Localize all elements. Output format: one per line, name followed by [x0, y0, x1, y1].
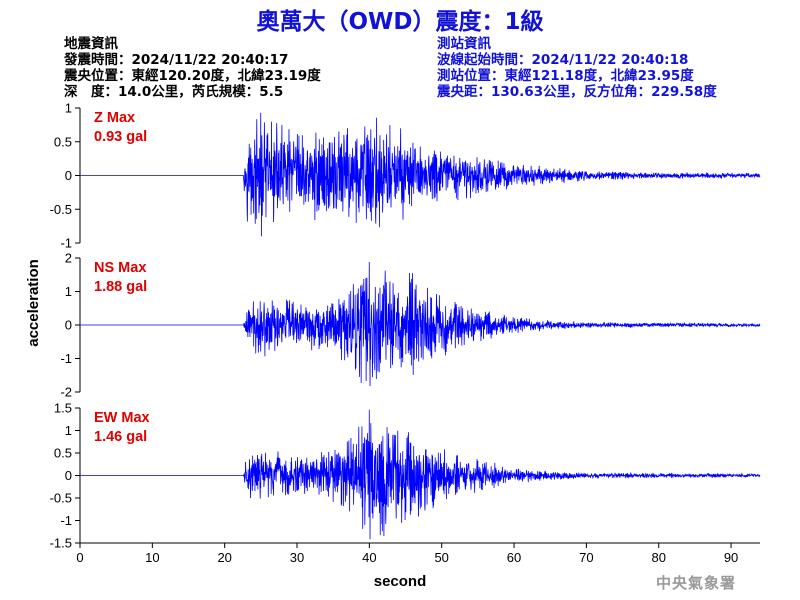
y-tick-label: 0	[65, 168, 72, 183]
trace-ns	[80, 262, 761, 387]
panel-ns: 2 1 0 -1 -2 NS Max 1.88 gal	[60, 251, 761, 400]
x-tick-label: 70	[579, 550, 593, 565]
agency-credit: 中央氣象署	[656, 574, 737, 592]
y-tick-label: 1	[65, 423, 72, 438]
chart-title: 奧萬大（OWD）震度：1級	[256, 9, 544, 35]
x-tick-label: 50	[434, 550, 448, 565]
depth-magnitude: 深 度：14.0公里，芮氏規模：5.5	[64, 84, 284, 100]
y-tick-label: -1	[60, 513, 72, 528]
x-tick-label: 80	[651, 550, 665, 565]
y-tick-label: 0	[65, 318, 72, 333]
y-tick-label: 0	[65, 468, 72, 483]
x-tick-label: 0	[76, 550, 83, 565]
max-annotation-ns-0: NS Max	[94, 260, 146, 276]
x-tick-label: 90	[724, 550, 738, 565]
y-tick-label: 1.5	[54, 401, 72, 416]
y-tick-label: 1	[65, 101, 72, 116]
origin-time: 發震時間：2024/11/22 20:40:17	[64, 52, 289, 68]
wave-start-time: 波線起始時間：2024/11/22 20:40:18	[437, 52, 689, 68]
y-tick-label: -0.5	[50, 491, 72, 506]
trace-z	[80, 112, 761, 237]
panel-ew: 1.5 1 0.5 0 -0.5 -1 -1.5 EW Max 1.46 gal	[50, 401, 761, 551]
station-info: 測站資訊 波線起始時間：2024/11/22 20:40:18 測站位置：東經1…	[437, 36, 717, 100]
x-tick-label: 40	[362, 550, 376, 565]
y-axis-label: acceleration	[25, 259, 42, 347]
y-tick-label: -1	[60, 236, 72, 251]
trace-ew	[80, 409, 761, 540]
x-tick-label: 60	[507, 550, 521, 565]
max-annotation-z-1: 0.93 gal	[94, 129, 147, 145]
x-tick-label: 30	[290, 550, 304, 565]
max-annotation-ew-0: EW Max	[94, 410, 150, 426]
x-tick-label: 10	[145, 550, 159, 565]
y-tick-label: 0.5	[54, 134, 72, 149]
panel-z: 1 0.5 0 -0.5 -1 Z Max 0.93 gal	[50, 101, 761, 251]
max-annotation-z-0: Z Max	[94, 110, 135, 126]
x-axis-label: second	[374, 573, 427, 590]
y-tick-label: -1	[60, 351, 72, 366]
earthquake-info: 地震資訊 發震時間：2024/11/22 20:40:17 震央位置：東經120…	[64, 36, 321, 100]
station-location: 測站位置：東經121.18度，北緯23.95度	[437, 68, 694, 84]
max-annotation-ns-1: 1.88 gal	[94, 279, 147, 295]
epicentral-distance: 震央距：130.63公里，反方位角：229.58度	[437, 84, 717, 100]
y-tick-label: -2	[60, 385, 72, 400]
y-tick-label: 2	[65, 251, 72, 266]
y-tick-label: -1.5	[50, 536, 72, 551]
y-tick-label: -0.5	[50, 202, 72, 217]
y-tick-label: 1	[65, 284, 72, 299]
x-tick-label: 20	[217, 550, 231, 565]
epicenter-location: 震央位置：東經120.20度，北緯23.19度	[64, 68, 321, 84]
y-tick-label: 0.5	[54, 446, 72, 461]
station-info-heading: 測站資訊	[437, 36, 491, 52]
earthquake-info-heading: 地震資訊	[64, 36, 118, 52]
max-annotation-ew-1: 1.46 gal	[94, 429, 147, 445]
